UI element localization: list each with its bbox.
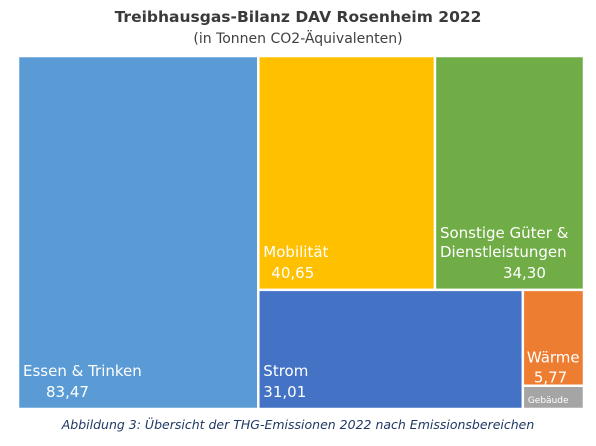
treemap-tile-essen-trinken bbox=[18, 56, 258, 409]
chart-subtitle: (in Tonnen CO2-Äquivalenten) bbox=[193, 31, 403, 47]
figure-caption: Abbildung 3: Übersicht der THG-Emissione… bbox=[61, 417, 535, 432]
treemap-label-essen-trinken: Essen & Trinken bbox=[23, 362, 142, 380]
treemap-label-strom: Strom bbox=[263, 362, 308, 380]
treemap-tile-waerme bbox=[523, 290, 584, 385]
chart-title: Treibhausgas-Bilanz DAV Rosenheim 2022 bbox=[114, 8, 482, 26]
treemap-value-strom: 31,01 bbox=[263, 383, 306, 401]
treemap-value-mobilitaet: 40,65 bbox=[271, 264, 314, 282]
treemap-label-sonstige-gueter: Sonstige Güter & bbox=[440, 224, 569, 242]
treemap-tile-strom bbox=[259, 290, 523, 409]
treemap-value-waerme: 5,77 bbox=[534, 369, 567, 387]
treemap-tile-sonstige-gueter bbox=[435, 56, 584, 290]
treemap-tile-gebaeude bbox=[523, 386, 584, 409]
treemap-label-mobilitaet: Mobilität bbox=[263, 243, 328, 261]
treemap-label-waerme: Wärme bbox=[527, 349, 580, 367]
treemap-label-gebaeude: Gebäude bbox=[528, 396, 569, 406]
treemap-label-sonstige-gueter-line2: Dienstleistungen bbox=[440, 243, 567, 261]
treemap-value-essen-trinken: 83,47 bbox=[46, 383, 89, 401]
treemap-tile-mobilitaet bbox=[259, 56, 435, 290]
treemap-value-sonstige-gueter: 34,30 bbox=[503, 264, 546, 282]
